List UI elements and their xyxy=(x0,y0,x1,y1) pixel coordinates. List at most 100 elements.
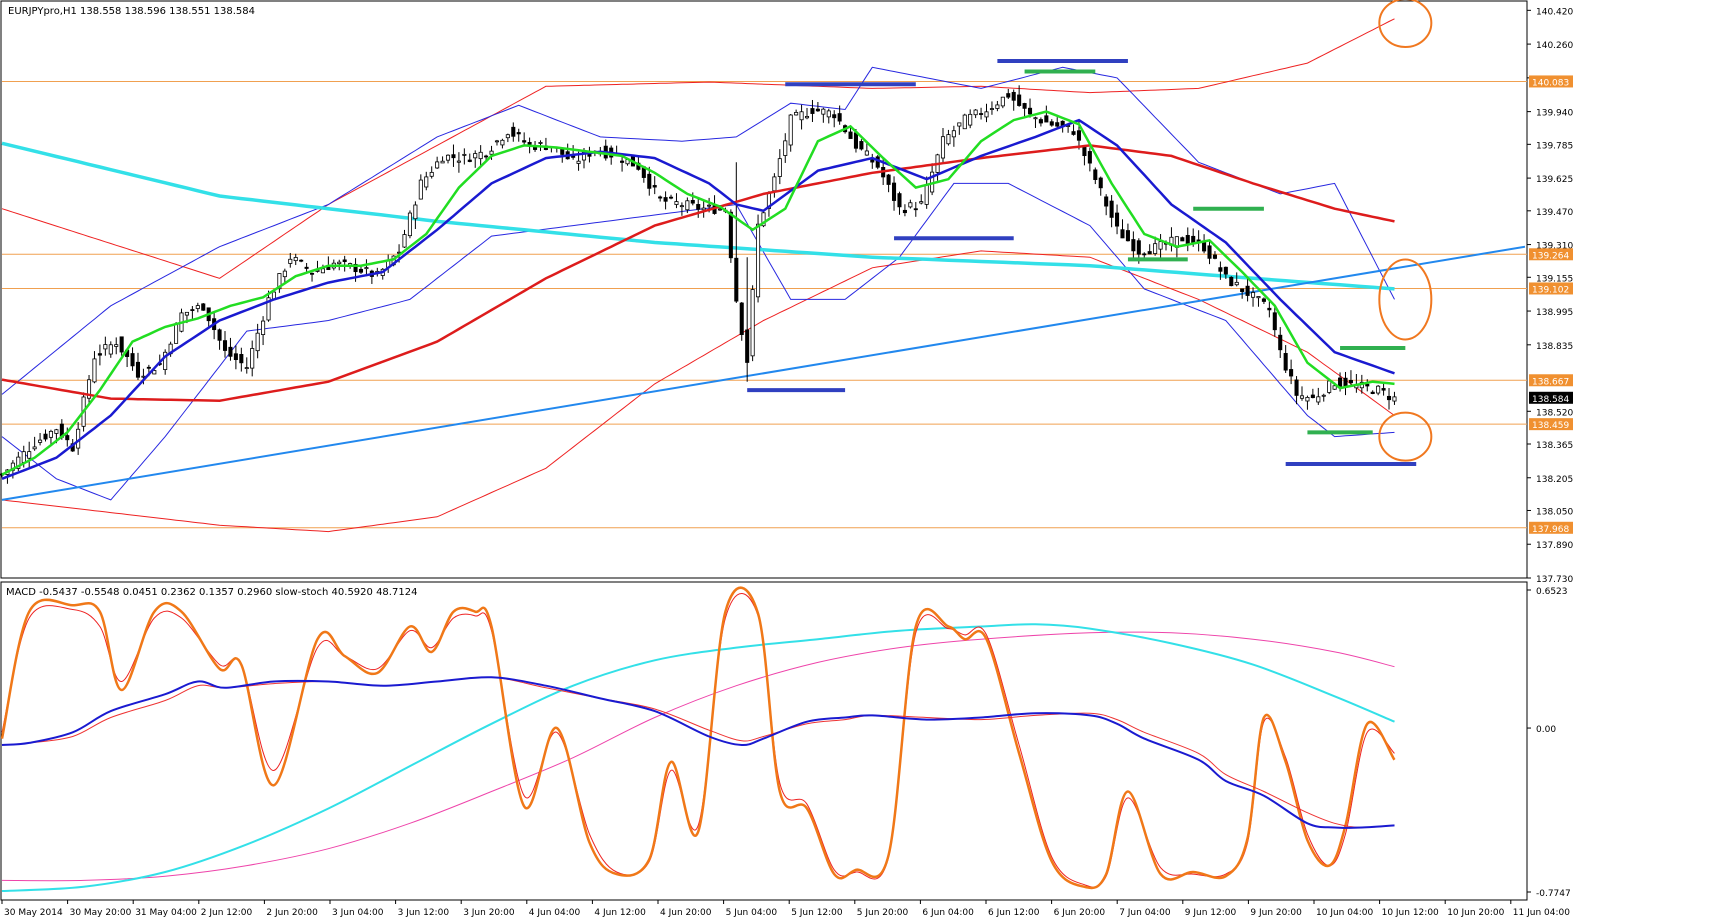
candle[interactable] xyxy=(402,229,407,248)
candle[interactable] xyxy=(1240,288,1245,299)
candle[interactable] xyxy=(875,155,880,170)
candle[interactable] xyxy=(190,306,195,321)
candle[interactable] xyxy=(222,331,228,358)
candle[interactable] xyxy=(1207,240,1212,265)
candle[interactable] xyxy=(788,114,793,152)
candle[interactable] xyxy=(217,328,222,350)
candle[interactable] xyxy=(799,104,804,130)
candle[interactable] xyxy=(957,122,962,135)
candle[interactable] xyxy=(1261,297,1266,305)
candle[interactable] xyxy=(815,101,820,112)
candle[interactable] xyxy=(1392,391,1397,405)
candle[interactable] xyxy=(690,192,695,206)
candle[interactable] xyxy=(1120,219,1125,239)
candle[interactable] xyxy=(1131,231,1136,258)
candle[interactable] xyxy=(445,154,451,164)
candle[interactable] xyxy=(984,103,989,123)
candle[interactable] xyxy=(1229,276,1234,287)
candle[interactable] xyxy=(674,193,679,209)
candle[interactable] xyxy=(119,336,124,356)
candle[interactable] xyxy=(108,341,113,358)
candle[interactable] xyxy=(1212,251,1217,260)
candle[interactable] xyxy=(440,156,445,164)
candle[interactable] xyxy=(310,272,315,282)
candle[interactable] xyxy=(804,107,810,120)
candle[interactable] xyxy=(43,429,48,442)
candle[interactable] xyxy=(663,191,668,210)
candle[interactable] xyxy=(239,347,244,372)
candle[interactable] xyxy=(1153,236,1158,256)
price-panel[interactable]: 140.420140.260140.100139.940139.785139.6… xyxy=(0,0,1573,585)
candle[interactable] xyxy=(761,212,766,228)
candle[interactable] xyxy=(1283,345,1288,373)
candle[interactable] xyxy=(494,139,500,146)
candle[interactable] xyxy=(114,337,119,355)
candle[interactable] xyxy=(1381,383,1386,396)
candle[interactable] xyxy=(1098,176,1103,196)
candle[interactable] xyxy=(1055,117,1060,129)
candle[interactable] xyxy=(696,198,701,218)
candle[interactable] xyxy=(989,101,994,115)
candle[interactable] xyxy=(266,290,271,322)
candle[interactable] xyxy=(1022,102,1027,118)
candle[interactable] xyxy=(1365,379,1370,392)
candle[interactable] xyxy=(505,133,510,143)
candle[interactable] xyxy=(92,351,97,384)
candle[interactable] xyxy=(1033,116,1038,128)
candle[interactable] xyxy=(86,374,92,403)
candle[interactable] xyxy=(484,154,489,161)
candle[interactable] xyxy=(968,109,973,129)
candle[interactable] xyxy=(424,171,429,191)
candle[interactable] xyxy=(1006,88,1011,100)
candle[interactable] xyxy=(456,152,461,173)
candle[interactable] xyxy=(418,174,423,200)
candle[interactable] xyxy=(647,166,652,196)
candle[interactable] xyxy=(832,110,837,128)
candle[interactable] xyxy=(940,127,946,163)
candle[interactable] xyxy=(1251,287,1256,307)
candle[interactable] xyxy=(1376,385,1381,396)
candle[interactable] xyxy=(658,195,663,202)
candle[interactable] xyxy=(892,176,897,211)
candle[interactable] xyxy=(152,369,157,375)
candle[interactable] xyxy=(1104,194,1109,216)
candle[interactable] xyxy=(734,162,739,303)
candle[interactable] xyxy=(288,252,293,268)
candle[interactable] xyxy=(913,201,918,217)
candle[interactable] xyxy=(1223,266,1228,279)
candle[interactable] xyxy=(467,153,472,163)
candle[interactable] xyxy=(413,201,418,230)
candle[interactable] xyxy=(195,302,200,313)
candle[interactable] xyxy=(962,113,967,130)
candle[interactable] xyxy=(864,142,869,156)
candle[interactable] xyxy=(163,349,168,375)
candle[interactable] xyxy=(48,429,53,446)
candle[interactable] xyxy=(228,337,233,361)
candle[interactable] xyxy=(462,148,467,165)
candle[interactable] xyxy=(516,128,521,142)
candle[interactable] xyxy=(685,197,690,214)
candle[interactable] xyxy=(1115,204,1120,235)
candle[interactable] xyxy=(358,265,364,274)
candle[interactable] xyxy=(750,285,755,362)
candle[interactable] xyxy=(277,273,282,293)
candle[interactable] xyxy=(919,194,924,205)
candle[interactable] xyxy=(1180,236,1185,242)
candle[interactable] xyxy=(701,199,706,218)
candle[interactable] xyxy=(1011,89,1016,111)
candle[interactable] xyxy=(435,156,440,169)
candle[interactable] xyxy=(1000,96,1005,109)
candle[interactable] xyxy=(1245,277,1250,302)
candle[interactable] xyxy=(1082,146,1087,166)
candle[interactable] xyxy=(951,125,956,147)
candle[interactable] xyxy=(1109,195,1114,228)
candle[interactable] xyxy=(1038,117,1043,127)
candle[interactable] xyxy=(451,144,456,167)
candle[interactable] xyxy=(364,259,369,277)
candle[interactable] xyxy=(995,101,1000,112)
candle[interactable] xyxy=(810,99,815,122)
candle[interactable] xyxy=(1316,387,1321,405)
candle[interactable] xyxy=(908,199,913,209)
indicator-panel[interactable]: 30 May 2014 30 May 20:00 31 May 04:00 2 Jun… xyxy=(0,581,1571,918)
